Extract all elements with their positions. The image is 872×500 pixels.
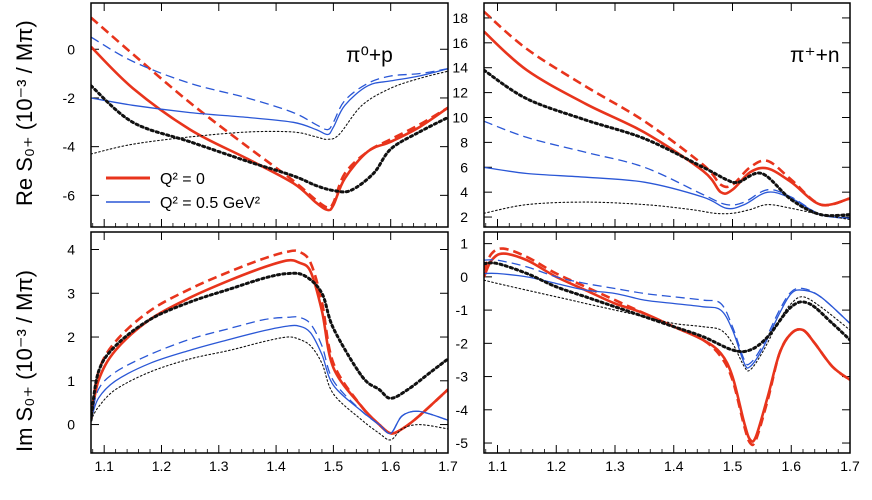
series-blue-dashed-br xyxy=(484,259,850,366)
series-bottom-left xyxy=(91,249,448,441)
series-red-dashed-br xyxy=(484,247,850,447)
panel-bottom-right: 1.1 1.2 1.3 1.4 1.5 1.6 1.7 1 0 -1 -2 -3 -4 -5 xyxy=(456,231,860,474)
y-axis-label-top: Re S₀₊ (10⁻³ / Mπ) xyxy=(12,20,37,206)
y-tick-label: -4 xyxy=(456,402,469,418)
series-red-solid-tr xyxy=(484,30,850,207)
legend-label-q2-05: Q² = 0.5 GeV² xyxy=(160,195,261,212)
x-tick-label: 1.6 xyxy=(782,458,802,474)
series-black-thin-dotted-tl xyxy=(91,70,448,155)
series-black-dotted-br xyxy=(484,261,850,354)
x-tick-label: 1.5 xyxy=(723,458,743,474)
ticks-bottom-right: 1.1 1.2 1.3 1.4 1.5 1.6 1.7 1 0 -1 -2 -3 -4 -5 xyxy=(456,232,860,474)
panel-label-piplus-n: π⁺+n xyxy=(790,44,840,67)
y-tick-label: -5 xyxy=(456,435,469,451)
series-red-solid-br xyxy=(484,252,850,443)
y-tick-label: 0 xyxy=(67,41,75,57)
x-tick-label: 1.4 xyxy=(266,458,286,474)
y-tick-label: 18 xyxy=(452,10,468,26)
x-tick-label: 1.2 xyxy=(152,458,172,474)
legend-label-q2-0: Q² = 0 xyxy=(160,171,205,188)
panel-bottom-left: 1.1 1.2 1.3 1.4 1.5 1.6 1.7 0 1 2 3 4 xyxy=(67,231,458,474)
y-tick-label: -3 xyxy=(456,369,469,385)
series-black-thin-dotted-bl xyxy=(91,336,448,441)
series-black-thin-dotted-br xyxy=(484,279,850,372)
series-black-dotted-bl xyxy=(91,271,448,422)
y-tick-label: 0 xyxy=(67,417,75,433)
x-tick-label: 1.4 xyxy=(664,458,684,474)
y-tick-label: 1 xyxy=(460,236,468,252)
frame-bottom-right xyxy=(483,231,851,454)
x-tick-label: 1.6 xyxy=(381,458,401,474)
series-red-solid-tl xyxy=(91,45,448,212)
series-red-dashed-tl xyxy=(91,16,448,210)
y-tick-label: 0 xyxy=(460,269,468,285)
series-red-dashed-tr xyxy=(484,10,850,207)
series-blue-dashed-tr xyxy=(484,120,850,219)
y-axis-label-bottom: Im S₀₊ (10⁻³ / Mπ) xyxy=(12,270,37,452)
ticks-top-left: 0 -2 -4 -6 xyxy=(63,3,449,227)
series-black-thin-dotted-tr xyxy=(484,201,850,221)
panel-top-left: 0 -2 -4 -6 π⁰+p xyxy=(63,2,449,228)
y-tick-label: 4 xyxy=(460,184,468,200)
frame-bottom-left xyxy=(90,231,449,454)
x-tick-label: 1.7 xyxy=(840,458,860,474)
y-tick-label: 10 xyxy=(452,109,468,125)
series-black-dotted-tr xyxy=(484,68,850,218)
y-tick-label: 4 xyxy=(67,242,75,258)
y-tick-label: -4 xyxy=(63,139,76,155)
y-tick-label: 12 xyxy=(452,85,468,101)
y-tick-label: 3 xyxy=(67,285,75,301)
y-tick-label: -1 xyxy=(456,302,469,318)
ticks-bottom-left: 1.1 1.2 1.3 1.4 1.5 1.6 1.7 0 1 2 3 4 xyxy=(67,232,458,474)
y-tick-label: 6 xyxy=(460,159,468,175)
series-red-solid-bl xyxy=(91,258,448,435)
series-blue-solid-bl xyxy=(91,324,448,435)
series-blue-solid-tr xyxy=(484,166,850,219)
series-black-dotted-tl xyxy=(91,84,448,194)
series-top-right xyxy=(484,10,850,221)
x-tick-label: 1.1 xyxy=(94,458,114,474)
y-tick-label: 16 xyxy=(452,35,468,51)
panel-label-pi0-p: π⁰+p xyxy=(346,44,393,67)
frame-top-right xyxy=(483,2,851,228)
x-tick-label: 1.2 xyxy=(547,458,567,474)
x-tick-label: 1.1 xyxy=(488,458,508,474)
y-tick-label: 2 xyxy=(67,329,75,345)
series-blue-dashed-tl xyxy=(91,36,448,131)
ticks-top-right: 2 4 6 8 10 12 14 16 18 xyxy=(452,3,851,227)
y-tick-label: -2 xyxy=(63,90,76,106)
x-tick-label: 1.3 xyxy=(605,458,625,474)
y-tick-label: 14 xyxy=(452,60,468,76)
frame-top-left xyxy=(90,2,449,228)
y-tick-label: 1 xyxy=(67,373,75,389)
panel-top-right: 2 4 6 8 10 12 14 16 18 π⁺+n xyxy=(452,2,851,228)
legend: Q² = 0 Q² = 0.5 GeV² xyxy=(106,171,261,212)
x-tick-label: 1.3 xyxy=(209,458,229,474)
series-blue-solid-br xyxy=(484,272,850,369)
series-top-left xyxy=(91,16,448,212)
x-tick-label: 1.5 xyxy=(324,458,344,474)
y-tick-label: -2 xyxy=(456,335,469,351)
y-tick-label: 2 xyxy=(460,209,468,225)
x-tick-label: 1.7 xyxy=(438,458,458,474)
y-tick-label: 8 xyxy=(460,134,468,150)
series-blue-dashed-bl xyxy=(91,316,448,435)
series-bottom-right xyxy=(484,247,850,447)
y-tick-label: -6 xyxy=(63,187,76,203)
series-blue-solid-tl xyxy=(91,68,448,136)
